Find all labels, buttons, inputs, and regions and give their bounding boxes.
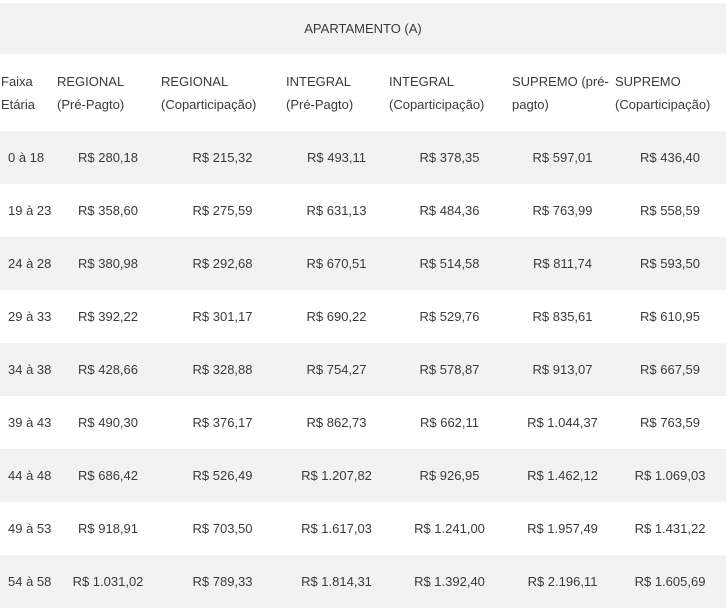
age-range-cell: 34 à 38 [0, 343, 56, 396]
price-cell: R$ 667,59 [614, 343, 726, 396]
column-header-line: INTEGRAL [389, 73, 455, 89]
price-cell: R$ 558,59 [640, 203, 701, 218]
price-cell: R$ 1.241,00 [414, 521, 485, 536]
age-range-cell: 49 à 53 [8, 521, 52, 536]
price-cell: R$ 835,61 [532, 309, 593, 324]
table-row: 24 à 28 R$ 380,98 R$ 292,68 R$ 670,51 R$ 514… [0, 237, 726, 290]
table-row: 54 à 58 R$ 1.031,02 R$ 789,33 R$ 1.814,31 R$… [0, 555, 726, 608]
price-cell: R$ 1.431,22 [634, 521, 706, 536]
age-range-cell: 54 à 58 [0, 555, 56, 608]
price-cell: R$ 215,32 [160, 131, 285, 184]
price-cell: R$ 631,13 [306, 203, 367, 218]
table-row: 19 à 23 R$ 358,60 R$ 275,59 R$ 631,13 R$ 484… [0, 184, 726, 237]
price-cell: R$ 1.605,69 [614, 555, 726, 608]
age-range-cell: 0 à 18 [0, 131, 56, 184]
column-header-line: (Pré-Pagto) [286, 96, 354, 112]
price-cell: R$ 358,60 [78, 203, 138, 218]
column-header-line: (Coparticipação) [615, 96, 711, 112]
price-cell: R$ 380,98 [56, 237, 160, 290]
age-range-cell: 39 à 43 [8, 415, 52, 430]
table-row: 29 à 33 R$ 392,22 R$ 301,17 R$ 690,22 R$ 529… [0, 290, 726, 343]
price-cell: R$ 811,74 [511, 237, 614, 290]
price-cell: R$ 1.617,03 [301, 521, 372, 536]
age-range-cell: 29 à 33 [8, 309, 52, 324]
column-header-line: REGIONAL [57, 73, 125, 89]
price-table: APARTAMENTO (A) Faixa Etária REGIONAL (Pré-… [0, 3, 726, 608]
price-cell: R$ 378,35 [388, 131, 511, 184]
table-row: 44 à 48 R$ 686,42 R$ 526,49 R$ 1.207,82 R$ 9… [0, 449, 726, 502]
price-cell: R$ 926,95 [388, 449, 511, 502]
column-header: INTEGRAL (Coparticipação) [388, 54, 511, 131]
price-cell: R$ 275,59 [192, 203, 253, 218]
price-cell: R$ 918,91 [78, 521, 138, 536]
price-cell: R$ 610,95 [640, 309, 701, 324]
price-cell: R$ 514,58 [388, 237, 511, 290]
price-cell: R$ 670,51 [285, 237, 388, 290]
table-row: 34 à 38 R$ 428,66 R$ 328,88 R$ 754,27 R$ 578… [0, 343, 726, 396]
age-range-cell: 44 à 48 [0, 449, 56, 502]
price-cell: R$ 763,99 [532, 203, 593, 218]
column-header: SUPREMO (pré-pagto) [511, 54, 614, 131]
price-cell: R$ 328,88 [160, 343, 285, 396]
price-cell: R$ 392,22 [78, 309, 138, 324]
column-header-line: pagto) [512, 96, 549, 112]
column-header-line: SUPREMO (pré- [512, 73, 609, 89]
price-cell: R$ 301,17 [192, 309, 253, 324]
price-cell: R$ 754,27 [285, 343, 388, 396]
table-row: 39 à 43 R$ 490,30 R$ 376,17 R$ 862,73 R$ 662… [0, 396, 726, 449]
price-cell: R$ 703,50 [192, 521, 253, 536]
price-cell: R$ 428,66 [56, 343, 160, 396]
column-header: SUPREMO (Coparticipação) [614, 54, 726, 131]
column-header-line: INTEGRAL [286, 73, 352, 89]
price-cell: R$ 280,18 [56, 131, 160, 184]
column-header: REGIONAL (Pré-Pagto) [56, 54, 160, 131]
price-cell: R$ 1.069,03 [614, 449, 726, 502]
price-cell: R$ 578,87 [388, 343, 511, 396]
price-cell: R$ 1.031,02 [56, 555, 160, 608]
price-cell: R$ 686,42 [56, 449, 160, 502]
price-cell: R$ 662,11 [419, 415, 480, 430]
column-header-line: Etária [1, 96, 35, 112]
price-cell: R$ 597,01 [511, 131, 614, 184]
table-title: APARTAMENTO (A) [0, 3, 726, 54]
price-cell: R$ 1.814,31 [285, 555, 388, 608]
price-cell: R$ 690,22 [306, 309, 367, 324]
price-cell: R$ 2.196,11 [511, 555, 614, 608]
column-header-line: (Coparticipação) [161, 96, 257, 112]
price-cell: R$ 913,07 [511, 343, 614, 396]
title-row: APARTAMENTO (A) [0, 3, 726, 54]
price-cell: R$ 376,17 [192, 415, 253, 430]
price-cell: R$ 493,11 [285, 131, 388, 184]
price-cell: R$ 529,76 [419, 309, 480, 324]
price-cell: R$ 789,33 [160, 555, 285, 608]
price-cell: R$ 292,68 [160, 237, 285, 290]
price-cell: R$ 1.392,40 [388, 555, 511, 608]
price-cell: R$ 763,59 [640, 415, 701, 430]
price-cell: R$ 436,40 [614, 131, 726, 184]
column-header: INTEGRAL (Pré-Pagto) [285, 54, 388, 131]
price-cell: R$ 862,73 [306, 415, 367, 430]
age-range-cell: 19 à 23 [8, 203, 52, 218]
column-header: REGIONAL (Coparticipação) [160, 54, 285, 131]
column-header-line: (Pré-Pagto) [57, 96, 125, 112]
table-row: 49 à 53 R$ 918,91 R$ 703,50 R$ 1.617,03 R$ 1… [0, 502, 726, 555]
price-cell: R$ 1.462,12 [511, 449, 614, 502]
price-cell: R$ 526,49 [160, 449, 285, 502]
header-row: Faixa Etária REGIONAL (Pré-Pagto) REGIONAL (C… [0, 54, 726, 131]
column-header-line: Faixa [1, 73, 33, 89]
price-cell: R$ 593,50 [614, 237, 726, 290]
table-row: 0 à 18 R$ 280,18 R$ 215,32 R$ 493,11 R$ 378,… [0, 131, 726, 184]
column-header-line: REGIONAL [161, 73, 229, 89]
price-cell: R$ 1.044,37 [527, 415, 598, 430]
column-header-line: (Coparticipação) [389, 96, 485, 112]
price-cell: R$ 490,30 [78, 415, 138, 430]
column-header-line: SUPREMO [615, 73, 681, 89]
price-cell: R$ 484,36 [419, 203, 480, 218]
price-cell: R$ 1.957,49 [527, 521, 598, 536]
price-cell: R$ 1.207,82 [285, 449, 388, 502]
age-range-cell: 24 à 28 [0, 237, 56, 290]
column-header: Faixa Etária [0, 54, 56, 131]
